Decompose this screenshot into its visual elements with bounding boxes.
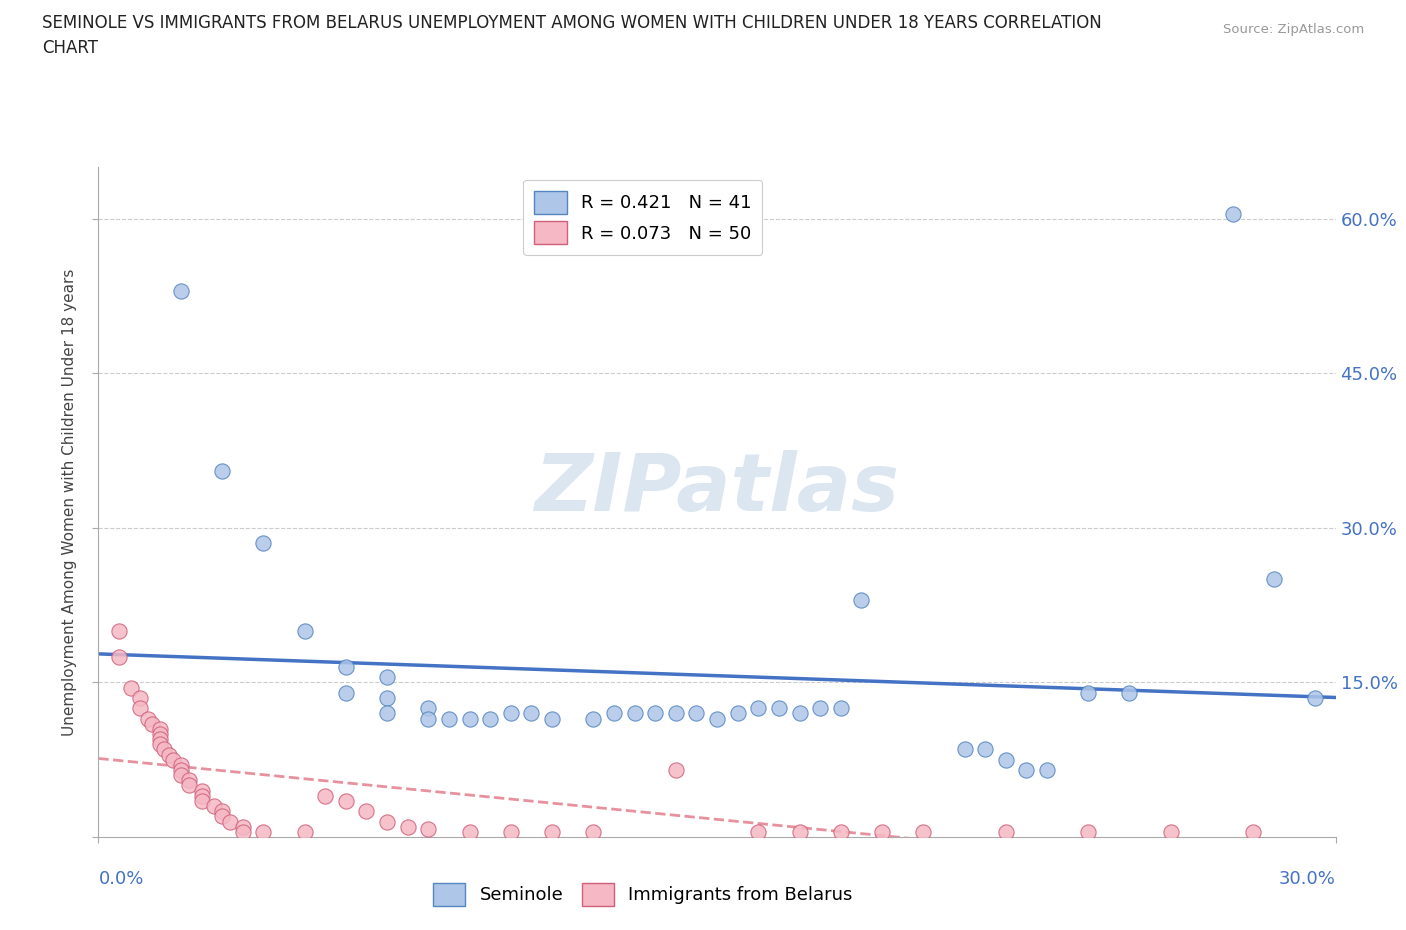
Point bbox=[162, 752, 184, 767]
Point bbox=[170, 768, 193, 783]
Point bbox=[1241, 824, 1264, 839]
Point bbox=[211, 809, 233, 824]
Point bbox=[157, 747, 180, 762]
Point bbox=[190, 789, 212, 804]
Point bbox=[219, 814, 242, 829]
Point bbox=[1160, 824, 1182, 839]
Point bbox=[252, 824, 274, 839]
Point bbox=[520, 706, 543, 721]
Point bbox=[870, 824, 893, 839]
Point bbox=[768, 701, 790, 716]
Point bbox=[170, 284, 193, 299]
Point bbox=[479, 711, 502, 726]
Point bbox=[190, 783, 212, 798]
Point bbox=[499, 824, 522, 839]
Point bbox=[232, 824, 254, 839]
Point bbox=[1015, 763, 1038, 777]
Point bbox=[356, 804, 378, 818]
Point bbox=[294, 824, 316, 839]
Point bbox=[994, 752, 1017, 767]
Point bbox=[727, 706, 749, 721]
Point bbox=[808, 701, 831, 716]
Point bbox=[994, 824, 1017, 839]
Point bbox=[335, 793, 357, 808]
Point bbox=[665, 706, 688, 721]
Text: CHART: CHART bbox=[42, 39, 98, 57]
Point bbox=[108, 649, 131, 664]
Point bbox=[149, 732, 172, 747]
Point bbox=[294, 623, 316, 638]
Point bbox=[375, 690, 398, 705]
Point bbox=[211, 804, 233, 818]
Point bbox=[375, 706, 398, 721]
Point bbox=[335, 685, 357, 700]
Point bbox=[1263, 572, 1285, 587]
Point bbox=[665, 763, 688, 777]
Text: ZIPatlas: ZIPatlas bbox=[534, 450, 900, 528]
Point bbox=[458, 824, 481, 839]
Point bbox=[851, 592, 873, 607]
Point bbox=[190, 793, 212, 808]
Point bbox=[375, 814, 398, 829]
Point bbox=[974, 742, 997, 757]
Point bbox=[252, 536, 274, 551]
Point bbox=[149, 722, 172, 737]
Point bbox=[789, 824, 811, 839]
Point bbox=[170, 763, 193, 777]
Point bbox=[789, 706, 811, 721]
Point bbox=[582, 824, 605, 839]
Point bbox=[582, 711, 605, 726]
Point bbox=[418, 821, 440, 836]
Point bbox=[623, 706, 645, 721]
Point bbox=[179, 778, 201, 793]
Point bbox=[1077, 685, 1099, 700]
Point bbox=[603, 706, 626, 721]
Point bbox=[335, 659, 357, 674]
Point bbox=[314, 789, 336, 804]
Point bbox=[1222, 206, 1244, 221]
Point bbox=[830, 701, 852, 716]
Point bbox=[179, 773, 201, 788]
Point bbox=[211, 464, 233, 479]
Point bbox=[499, 706, 522, 721]
Text: 0.0%: 0.0% bbox=[98, 870, 143, 887]
Point bbox=[1118, 685, 1140, 700]
Point bbox=[153, 742, 176, 757]
Point bbox=[437, 711, 460, 726]
Point bbox=[541, 711, 564, 726]
Point bbox=[375, 670, 398, 684]
Point bbox=[1036, 763, 1059, 777]
Point bbox=[128, 690, 150, 705]
Point bbox=[644, 706, 666, 721]
Legend: Seminole, Immigrants from Belarus: Seminole, Immigrants from Belarus bbox=[423, 874, 862, 915]
Point bbox=[120, 680, 142, 695]
Point bbox=[541, 824, 564, 839]
Point bbox=[458, 711, 481, 726]
Point bbox=[108, 623, 131, 638]
Point bbox=[747, 701, 769, 716]
Point bbox=[418, 711, 440, 726]
Point bbox=[830, 824, 852, 839]
Point bbox=[232, 819, 254, 834]
Point bbox=[685, 706, 707, 721]
Point bbox=[747, 824, 769, 839]
Point bbox=[912, 824, 935, 839]
Point bbox=[141, 716, 163, 731]
Text: 30.0%: 30.0% bbox=[1279, 870, 1336, 887]
Point bbox=[706, 711, 728, 726]
Point bbox=[1303, 690, 1326, 705]
Y-axis label: Unemployment Among Women with Children Under 18 years: Unemployment Among Women with Children U… bbox=[62, 269, 77, 736]
Point bbox=[1077, 824, 1099, 839]
Text: Source: ZipAtlas.com: Source: ZipAtlas.com bbox=[1223, 23, 1364, 36]
Point bbox=[396, 819, 419, 834]
Point bbox=[149, 726, 172, 741]
Point bbox=[418, 701, 440, 716]
Point bbox=[170, 757, 193, 772]
Point bbox=[128, 701, 150, 716]
Point bbox=[149, 737, 172, 751]
Text: SEMINOLE VS IMMIGRANTS FROM BELARUS UNEMPLOYMENT AMONG WOMEN WITH CHILDREN UNDER: SEMINOLE VS IMMIGRANTS FROM BELARUS UNEM… bbox=[42, 14, 1102, 32]
Point bbox=[136, 711, 159, 726]
Point bbox=[202, 799, 225, 814]
Point bbox=[953, 742, 976, 757]
